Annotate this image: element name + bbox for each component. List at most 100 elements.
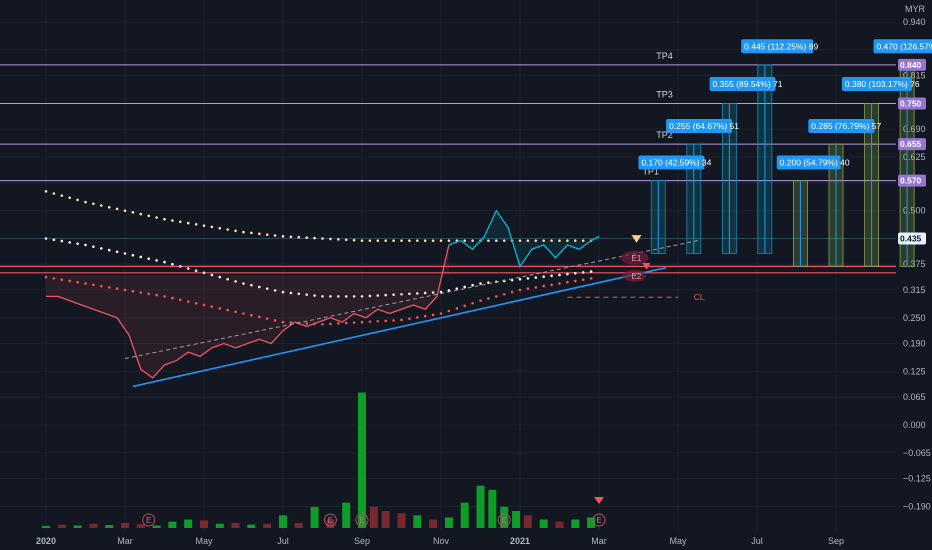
- projection-annotation-box: [709, 77, 776, 92]
- e1-label: E1: [632, 254, 642, 263]
- volume-bar: [571, 519, 580, 528]
- volume-bar: [512, 511, 521, 528]
- cl-label: CL: [694, 292, 705, 302]
- target-label: TP4: [656, 51, 673, 61]
- x-tick-label: Mar: [591, 536, 607, 546]
- earnings-marker-label: E: [596, 516, 601, 525]
- dot-lower: [131, 289, 135, 293]
- projection-annotation-text: 0.255 (64.67%) 51: [669, 121, 739, 131]
- dot-upper: [171, 219, 174, 222]
- volume-bar: [413, 515, 422, 528]
- volume-bar: [342, 502, 351, 528]
- dot-upper: [313, 236, 316, 240]
- dot-mid: [534, 276, 538, 279]
- volume-bar: [121, 522, 129, 528]
- dot-mid: [107, 248, 111, 252]
- volume-bar: [136, 524, 145, 528]
- dot-upper: [471, 239, 474, 242]
- dot-lower: [574, 279, 577, 283]
- dot-mid: [550, 274, 553, 278]
- dot-upper: [558, 239, 561, 242]
- volume-bar: [358, 392, 366, 528]
- dot-upper: [100, 204, 103, 207]
- dot-upper: [186, 221, 190, 225]
- dot-mid: [368, 294, 372, 298]
- dot-mid: [384, 293, 388, 297]
- volume-bar: [42, 525, 50, 528]
- projection-annotation-box: [666, 119, 733, 134]
- dot-upper: [423, 239, 427, 242]
- dot-upper: [487, 239, 490, 242]
- volume-bar: [587, 517, 596, 528]
- volume-bar: [476, 485, 485, 528]
- dot-upper: [526, 239, 530, 242]
- dot-upper: [384, 239, 388, 242]
- dot-upper: [376, 239, 380, 242]
- dot-upper: [115, 207, 119, 211]
- dot-lower: [558, 282, 561, 285]
- projection-annotation-text: 0.445 (112.25%) 89: [744, 41, 818, 51]
- y-tick-label: 0.190: [903, 339, 926, 349]
- volume-bar: [555, 521, 564, 528]
- dot-upper: [139, 212, 143, 216]
- x-tick-label: Nov: [433, 536, 450, 546]
- dot-upper: [52, 192, 56, 195]
- dot-lower: [376, 319, 380, 323]
- volume-bar: [73, 525, 82, 528]
- dot-mid: [542, 275, 545, 278]
- dot-mid: [226, 277, 229, 281]
- dot-mid: [455, 287, 459, 290]
- dot-lower: [495, 295, 498, 298]
- volume-bar: [263, 523, 272, 528]
- earnings-marker: [497, 513, 511, 527]
- dot-mid: [360, 295, 364, 298]
- current-price-tag-text: 0.435: [900, 234, 922, 244]
- dot-lower: [147, 292, 150, 296]
- dot-upper: [574, 239, 577, 242]
- dot-mid: [344, 295, 348, 298]
- dot-mid: [589, 270, 593, 273]
- dot-upper: [550, 239, 553, 242]
- dot-upper: [289, 235, 293, 239]
- projection-annotation-text: 0.285 (76.79%) 57: [811, 121, 881, 131]
- dot-upper: [234, 229, 237, 233]
- dot-lower: [226, 308, 229, 312]
- dot-upper: [44, 190, 48, 193]
- dot-mid: [92, 245, 95, 248]
- dot-lower: [258, 315, 261, 319]
- projection-annotation-text: 0.355 (89.54%) 71: [713, 79, 783, 89]
- volume-bar: [279, 515, 287, 528]
- earnings-marker-label: E: [328, 516, 333, 525]
- dot-mid: [416, 292, 419, 295]
- dot-mid: [281, 290, 285, 294]
- dot-mid: [202, 271, 206, 275]
- dot-mid: [100, 247, 103, 250]
- dot-mid: [313, 294, 316, 297]
- dot-upper: [502, 239, 506, 242]
- volume-bar: [381, 511, 390, 528]
- dot-lower: [534, 286, 538, 289]
- dot-lower: [44, 275, 48, 279]
- dot-upper: [534, 239, 538, 242]
- volume-bar: [152, 525, 161, 528]
- dot-lower: [416, 316, 419, 319]
- dot-upper: [329, 237, 332, 241]
- dot-mid: [273, 289, 277, 292]
- dot-mid: [60, 239, 64, 243]
- dot-lower: [186, 300, 190, 303]
- dot-mid: [131, 253, 135, 257]
- dot-mid: [44, 237, 48, 240]
- dot-lower: [321, 322, 324, 326]
- volume-bar: [105, 525, 114, 528]
- dot-mid: [155, 259, 158, 262]
- volume-bar: [247, 524, 256, 528]
- y-tick-label: 0.315: [903, 285, 926, 295]
- projection-annotation-text: 0.380 (103.17%) 76: [845, 79, 920, 89]
- dot-lower: [337, 322, 340, 325]
- dot-lower: [352, 321, 356, 324]
- dot-mid: [52, 238, 56, 242]
- dot-upper: [258, 232, 261, 236]
